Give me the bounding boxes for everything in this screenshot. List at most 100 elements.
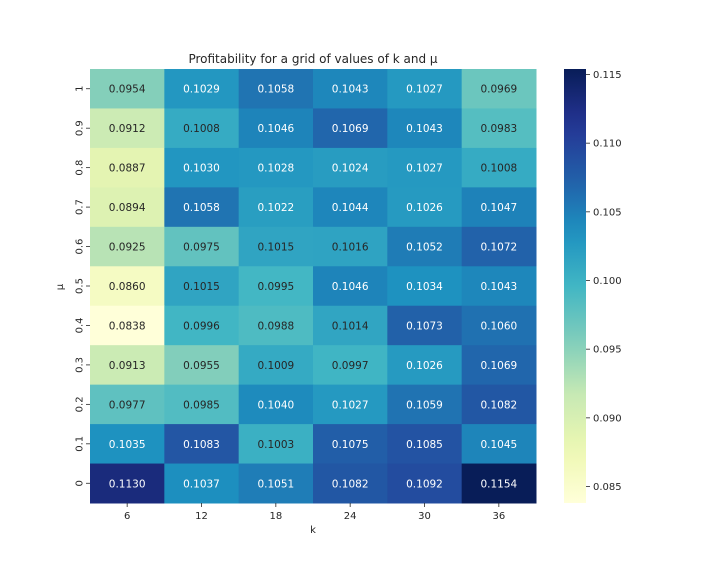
heatmap-cell: [238, 187, 314, 228]
cell-value-label: 0.0954: [109, 84, 146, 96]
heatmap-cell: [238, 384, 314, 425]
heatmap-cell: [164, 108, 240, 149]
cell-value-label: 0.0925: [109, 242, 146, 254]
y-axis-label: μ: [55, 283, 66, 290]
cell-value-label: 0.1029: [183, 84, 220, 96]
x-tick-label: 12: [195, 511, 208, 522]
heatmap-cell: [387, 69, 463, 109]
heatmap-cell: [387, 108, 463, 149]
heatmap-cell: [313, 305, 388, 346]
cell-value-label: 0.1082: [332, 478, 369, 490]
heatmap-cell: [164, 424, 240, 465]
cell-value-label: 0.0996: [183, 320, 220, 332]
heatmap-cell: [313, 187, 388, 228]
heatmap-cell: [461, 384, 537, 425]
y-tick-label: 0.7: [75, 199, 86, 215]
cell-value-label: 0.1046: [332, 281, 369, 293]
heatmap-cell: [90, 463, 165, 504]
cell-value-label: 0.1015: [183, 281, 220, 293]
y-tick-label: 1: [75, 86, 86, 92]
cell-value-label: 0.1154: [480, 478, 517, 490]
heatmap-cell: [461, 345, 537, 386]
x-tick-label: 30: [418, 511, 431, 522]
x-tick-label: 36: [492, 511, 505, 522]
colorbar-tick-label: 0.090: [593, 413, 622, 424]
colorbar-tick-label: 0.100: [593, 276, 622, 287]
cell-value-label: 0.1022: [257, 202, 294, 214]
heatmap-cell: [90, 69, 165, 109]
cell-value-label: 0.1003: [257, 439, 294, 451]
cell-value-label: 0.1058: [183, 202, 220, 214]
heatmap-cell: [313, 266, 388, 307]
heatmap-cell: [313, 147, 388, 188]
heatmap-cell: [387, 226, 463, 267]
cell-value-label: 0.1130: [109, 478, 146, 490]
cell-value-label: 0.0977: [109, 399, 146, 411]
heatmap-cell: [90, 266, 165, 307]
heatmap-cell: [164, 69, 240, 109]
cell-value-label: 0.0983: [480, 123, 517, 135]
heatmap-cell: [461, 69, 537, 109]
cell-value-label: 0.1040: [257, 399, 294, 411]
cell-value-label: 0.1044: [332, 202, 369, 214]
heatmap-cell: [164, 226, 240, 267]
heatmap-cell: [90, 147, 165, 188]
heatmap-cell: [313, 69, 388, 109]
cell-value-label: 0.1073: [406, 320, 443, 332]
heatmap-cell: [164, 305, 240, 346]
heatmap-cell: [387, 147, 463, 188]
cell-value-label: 0.1047: [480, 202, 517, 214]
heatmap-cell: [238, 266, 314, 307]
heatmap-cell: [90, 345, 165, 386]
cell-value-label: 0.1015: [257, 242, 294, 254]
y-tick-label: 0.2: [75, 396, 86, 412]
cell-value-label: 0.1082: [480, 399, 517, 411]
colorbar-tick-label: 0.115: [593, 70, 622, 81]
y-tick-label: 0.3: [75, 357, 86, 373]
x-tick-label: 18: [269, 511, 282, 522]
heatmap-cell: [164, 266, 240, 307]
heatmap-cell: [313, 424, 388, 465]
cell-value-label: 0.1069: [332, 123, 369, 135]
x-tick-label: 24: [344, 511, 357, 522]
cell-value-label: 0.1027: [332, 399, 369, 411]
cell-value-label: 0.1016: [332, 242, 369, 254]
heatmap-cell: [313, 463, 388, 504]
heatmap-cell: [313, 384, 388, 425]
x-axis-ticks: 6 12 18 24 30 36: [124, 503, 505, 522]
cell-value-label: 0.1060: [480, 320, 517, 332]
cell-value-label: 0.1034: [406, 281, 443, 293]
cell-value-label: 0.1046: [257, 123, 294, 135]
cell-value-label: 0.1075: [332, 439, 369, 451]
chart-title: Profitability for a grid of values of k …: [188, 52, 437, 66]
x-tick-label: 6: [124, 511, 130, 522]
cell-value-label: 0.1014: [332, 320, 369, 332]
cell-value-label: 0.1051: [257, 478, 294, 490]
cell-value-label: 0.0995: [257, 281, 294, 293]
heatmap-cell: [90, 108, 165, 149]
y-tick-label: 0.8: [75, 160, 86, 176]
y-axis-ticks: 1 0.9 0.8 0.7 0.6 0.5 0.4 0.3 0.2 0.1 0: [75, 86, 90, 486]
cell-value-label: 0.1069: [480, 360, 517, 372]
heatmap-cell: [387, 384, 463, 425]
heatmap-cell: [313, 226, 388, 267]
cell-value-label: 0.1043: [332, 84, 369, 96]
heatmap-cell: [238, 69, 314, 109]
y-tick-label: 0.5: [75, 278, 86, 294]
cell-value-label: 0.1092: [406, 478, 443, 490]
cell-value-label: 0.1043: [480, 281, 517, 293]
heatmap-cell: [313, 345, 388, 386]
y-tick-label: 0.4: [75, 318, 86, 334]
cell-value-label: 0.0887: [109, 163, 146, 175]
cell-value-label: 0.0985: [183, 399, 220, 411]
heatmap-cell: [90, 226, 165, 267]
y-tick-label: 0.9: [75, 120, 86, 136]
y-tick-label: 0: [75, 480, 86, 486]
cell-value-label: 0.1045: [480, 439, 517, 451]
heatmap-cell: [387, 305, 463, 346]
heatmap-cell: [461, 226, 537, 267]
heatmap-cell: [313, 108, 388, 149]
heatmap-cell: [461, 463, 537, 504]
